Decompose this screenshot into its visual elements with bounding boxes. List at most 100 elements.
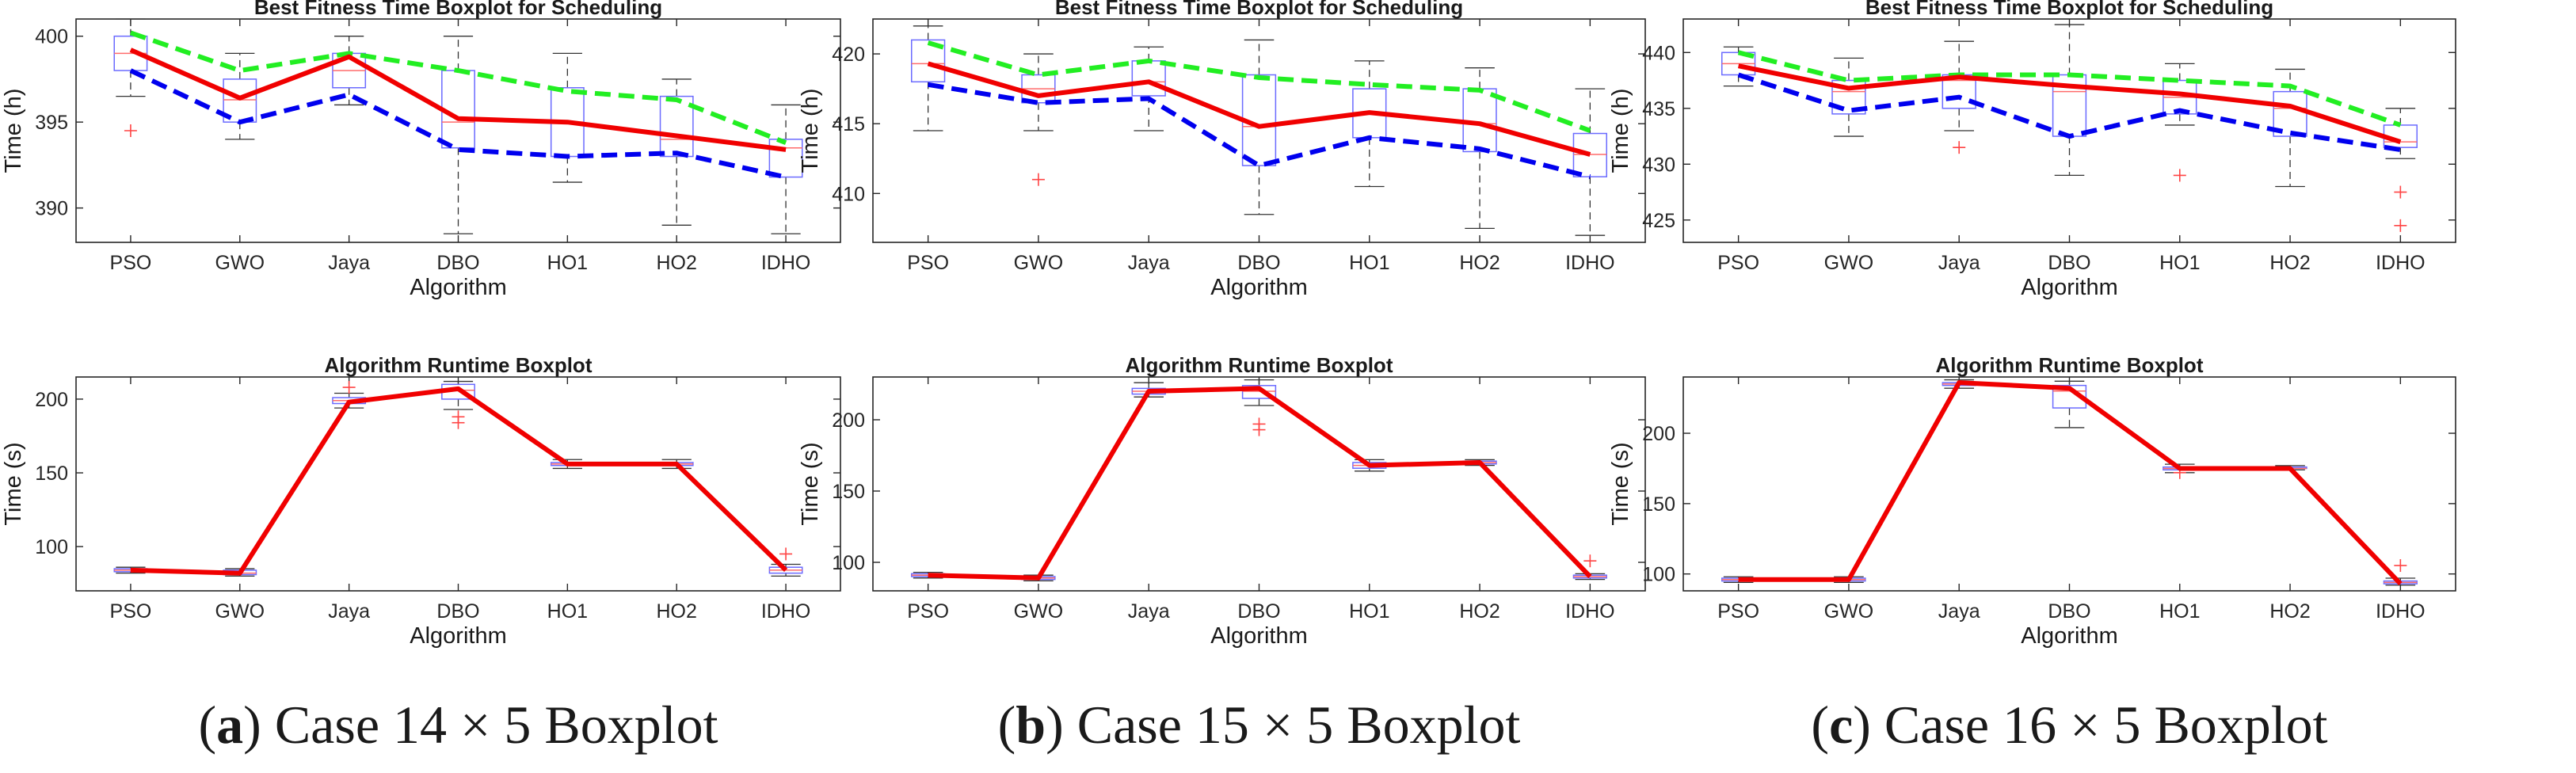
x-tick-label: IDHO [761, 600, 811, 623]
y-tick-label: 150 [1642, 493, 1675, 516]
x-tick-label: DBO [436, 600, 479, 623]
caption-text: Case 14 × 5 Boxplot [261, 695, 718, 755]
x-tick-label: HO2 [1459, 252, 1499, 274]
x-tick-label: GWO [215, 600, 265, 623]
x-tick-label: HO1 [1349, 252, 1389, 274]
chart-title: Best Fitness Time Boxplot for Scheduling [254, 0, 662, 19]
x-tick-label: Jaya [328, 600, 370, 623]
x-tick-label: Jaya [328, 252, 370, 274]
x-tick-label: DBO [2048, 252, 2090, 274]
x-tick-label: HO1 [547, 600, 588, 623]
y-tick-label: 200 [1642, 423, 1675, 445]
panel-a: 390 395 400 PSO GWO Jaya DBO HO1 HO2 IDHO Best Fit… [1, 0, 841, 755]
outlier-marker [779, 547, 793, 561]
y-tick-label: 400 [35, 26, 68, 48]
y-tick-label: 100 [35, 536, 68, 558]
x-axis-label: Algorithm [410, 623, 507, 649]
y-tick-label: 440 [1642, 42, 1675, 64]
runtime-boxplot: 100 150 200 PSO GWO Jaya DBO HO1 HO2 IDHO Algorith… [798, 353, 1646, 649]
fitness-boxplot: 425 430 435 440 PSO GWO Jaya DBO HO1 HO2 IDHO Best … [1608, 0, 2456, 300]
y-tick-label: 430 [1642, 154, 1675, 176]
x-tick-label: IDHO [1565, 600, 1615, 623]
runtime-boxplot: 100 150 200 PSO GWO Jaya DBO HO1 HO2 IDHO Algorith… [1608, 353, 2456, 649]
panel-c: 425 430 435 440 PSO GWO Jaya DBO HO1 HO2 IDHO Best … [1608, 0, 2456, 755]
outlier-marker [342, 381, 356, 394]
x-tick-label: IDHO [761, 252, 811, 274]
x-tick-label: GWO [215, 252, 265, 274]
plot-frame [872, 376, 1646, 592]
y-axis-label: Time (s) [1, 442, 26, 525]
y-axis-label: Time (s) [1608, 442, 1633, 525]
y-axis-label: Time (s) [798, 442, 823, 525]
x-tick-label: PSO [1717, 252, 1759, 274]
iqr-box [911, 39, 946, 83]
y-axis-label: Time (h) [1608, 89, 1633, 173]
y-tick-label: 425 [1642, 210, 1675, 232]
outlier-marker [124, 124, 137, 137]
y-tick-label: 420 [832, 44, 865, 66]
x-axis-label: Algorithm [410, 275, 507, 300]
x-tick-label: IDHO [2376, 600, 2425, 623]
x-tick-label: HO1 [2159, 600, 2200, 623]
x-tick-label: GWO [1824, 600, 1874, 623]
panel-caption: (c) Case 16 × 5 Boxplot [1811, 695, 2327, 755]
x-tick-label: HO2 [1459, 600, 1499, 623]
caption-close-paren: ) [1046, 695, 1064, 755]
x-tick-label: DBO [436, 252, 479, 274]
min-series-line [129, 68, 787, 180]
mean-series-line [1738, 63, 2402, 144]
chart-title: Algorithm Runtime Boxplot [1936, 353, 2204, 377]
box-gwo [1831, 57, 1866, 137]
x-tick-label: IDHO [1565, 252, 1615, 274]
max-series-line [1737, 50, 2402, 128]
caption-open-paren: ( [998, 695, 1016, 755]
fitness-boxplot: 410 415 420 PSO GWO Jaya DBO HO1 HO2 IDHO Best Fit… [798, 0, 1646, 300]
box-ho1 [2163, 63, 2197, 182]
x-tick-label: HO2 [2269, 252, 2310, 274]
x-axis-label: Algorithm [1210, 623, 1308, 649]
chart-title: Best Fitness Time Boxplot for Scheduling [1055, 0, 1463, 19]
panel-caption: (a) Case 14 × 5 Boxplot [199, 695, 718, 755]
outlier-marker [2173, 169, 2186, 182]
x-tick-label: HO2 [657, 600, 697, 623]
caption-close-paren: ) [243, 695, 261, 755]
min-series-line [928, 82, 1591, 180]
x-tick-label: PSO [907, 600, 949, 623]
x-tick-label: DBO [2048, 600, 2090, 623]
caption-text: Case 15 × 5 Boxplot [1064, 695, 1521, 755]
x-tick-label: DBO [1237, 600, 1280, 623]
panel-b: 410 415 420 PSO GWO Jaya DBO HO1 HO2 IDHO Best Fit… [798, 0, 1646, 755]
mean-series-line [130, 386, 788, 576]
mean-series-line [1738, 380, 2403, 586]
x-tick-label: DBO [1237, 252, 1280, 274]
y-tick-label: 200 [832, 409, 865, 432]
fitness-boxplot: 390 395 400 PSO GWO Jaya DBO HO1 HO2 IDHO Best Fit… [1, 0, 841, 300]
outlier-marker [1252, 423, 1266, 436]
outlier-marker [2394, 185, 2407, 199]
iqr-box [2052, 384, 2087, 409]
mean-series-line [129, 48, 787, 152]
iqr-box [1831, 79, 1866, 115]
y-axis-label: Time (h) [798, 89, 823, 173]
min-series-line [1737, 72, 2401, 152]
x-axis-label: Algorithm [2021, 275, 2118, 300]
outlier-marker [2394, 559, 2407, 573]
outlier-marker [2394, 219, 2407, 232]
caption-open-paren: ( [1811, 695, 1829, 755]
y-tick-label: 395 [35, 112, 68, 134]
x-tick-label: PSO [907, 252, 949, 274]
box-dbo [1241, 379, 1277, 436]
y-tick-label: 150 [35, 463, 68, 485]
caption-letter: a [216, 695, 243, 755]
chart-title: Algorithm Runtime Boxplot [325, 353, 593, 377]
y-tick-label: 435 [1642, 98, 1675, 120]
y-tick-label: 150 [832, 481, 865, 503]
box-jaya [332, 381, 367, 409]
x-tick-label: HO1 [1349, 600, 1389, 623]
x-tick-label: GWO [1824, 252, 1874, 274]
x-tick-label: HO2 [657, 252, 697, 274]
mean-series-line [927, 61, 1591, 157]
x-axis-label: Algorithm [2021, 623, 2118, 649]
plot-frame [1682, 18, 2456, 243]
